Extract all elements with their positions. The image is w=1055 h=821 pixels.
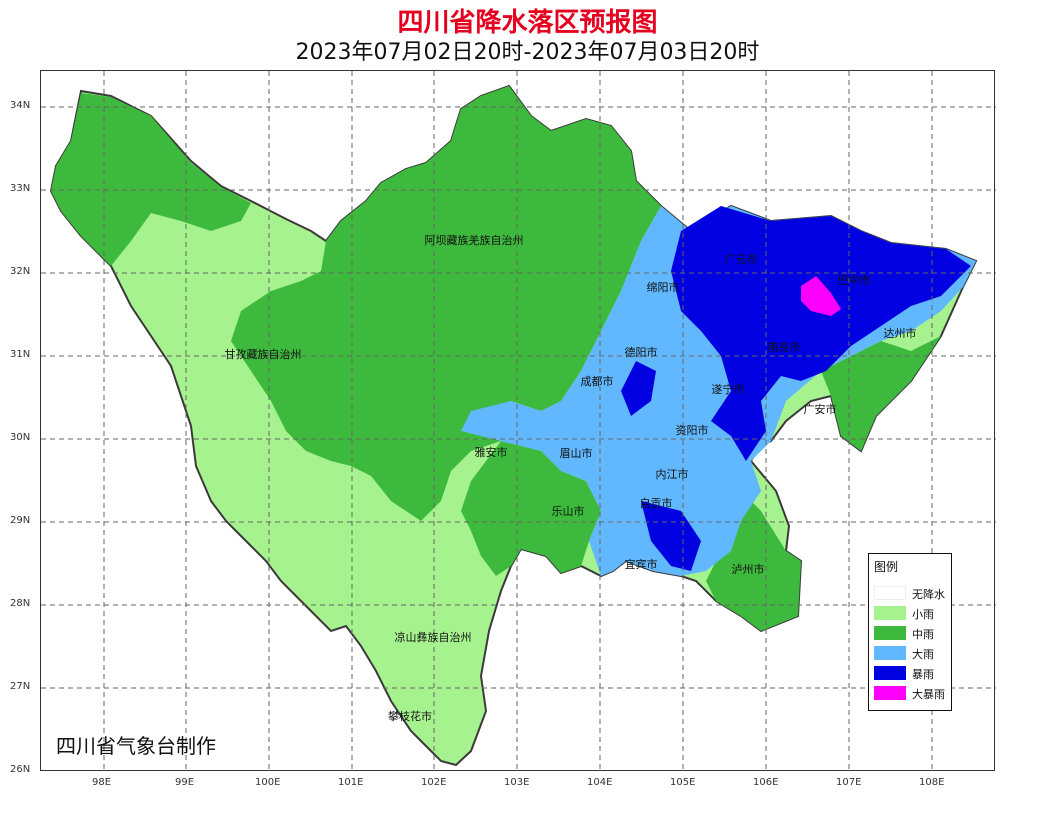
legend-label: 大暴雨 bbox=[912, 688, 945, 701]
region-label-mianyang: 绵阳市 bbox=[646, 281, 680, 294]
legend: 图例 无降水 小雨 中雨 大雨 暴雨 大暴雨 bbox=[868, 553, 952, 711]
lon-label: 103E bbox=[504, 777, 530, 788]
lon-label: 102E bbox=[421, 777, 447, 788]
lat-label: 27N bbox=[10, 681, 31, 692]
moderate-rain-northwest bbox=[51, 93, 251, 266]
legend-item: 大暴雨 bbox=[874, 684, 950, 701]
legend-swatch-rainstorm bbox=[874, 666, 906, 680]
moderate-rain-south bbox=[461, 441, 601, 576]
legend-swatch-severe-rainstorm bbox=[874, 686, 906, 700]
rainstorm-south-patch bbox=[641, 501, 701, 571]
lat-label: 26N bbox=[10, 764, 31, 775]
map-subtitle: 2023年07月02日20时-2023年07月03日20时 bbox=[295, 40, 760, 65]
legend-title: 图例 bbox=[874, 560, 899, 574]
moderate-rain-east bbox=[821, 336, 941, 451]
region-label-guangyuan: 广元市 bbox=[724, 253, 758, 266]
region-label-guangan: 广安市 bbox=[803, 403, 837, 416]
map-title: 四川省降水落区预报图 bbox=[397, 8, 658, 38]
graticule bbox=[41, 71, 996, 772]
legend-label: 暴雨 bbox=[912, 668, 934, 681]
region-label-zigong: 自贡市 bbox=[639, 497, 673, 510]
legend-swatch-light-rain bbox=[874, 606, 906, 620]
lon-label: 104E bbox=[587, 777, 613, 788]
lon-label: 105E bbox=[670, 777, 696, 788]
lon-label: 107E bbox=[836, 777, 862, 788]
region-label-chengdu: 成都市 bbox=[580, 375, 614, 388]
region-label-ganzi: 甘孜藏族自治州 bbox=[224, 348, 302, 361]
region-label-luzhou: 泸州市 bbox=[731, 563, 765, 576]
legend-item: 无降水 bbox=[874, 584, 950, 601]
lat-label: 30N bbox=[10, 432, 31, 443]
lat-label: 33N bbox=[10, 183, 31, 194]
legend-swatch-heavy-rain bbox=[874, 646, 906, 660]
region-label-liangshan: 凉山彝族自治州 bbox=[394, 631, 472, 644]
legend-label: 大雨 bbox=[912, 648, 934, 661]
lon-label: 98E bbox=[92, 777, 112, 788]
lat-label: 31N bbox=[10, 349, 31, 360]
lat-label: 28N bbox=[10, 598, 31, 609]
legend-item: 暴雨 bbox=[874, 664, 950, 681]
region-label-deyang: 德阳市 bbox=[624, 346, 658, 359]
legend-item: 中雨 bbox=[874, 624, 950, 641]
legend-swatch-moderate-rain bbox=[874, 626, 906, 640]
credit-text: 四川省气象台制作 bbox=[56, 734, 216, 758]
legend-item: 大雨 bbox=[874, 644, 950, 661]
region-label-yaan: 雅安市 bbox=[474, 446, 508, 459]
rainstorm-central-band bbox=[711, 391, 766, 461]
region-label-meishan: 眉山市 bbox=[559, 447, 593, 460]
region-label-aba: 阿坝藏族羌族自治州 bbox=[424, 234, 524, 247]
map-frame: 阿坝藏族羌族自治州 甘孜藏族自治州 凉山彝族自治州 攀枝花市 广元市 绵阳市 德… bbox=[40, 70, 996, 772]
precipitation-map bbox=[41, 71, 996, 772]
lon-label: 101E bbox=[338, 777, 364, 788]
legend-label: 小雨 bbox=[912, 608, 934, 621]
region-label-dazhou: 达州市 bbox=[883, 327, 917, 340]
region-label-suining: 遂宁市 bbox=[711, 383, 745, 396]
region-label-leshan: 乐山市 bbox=[551, 505, 585, 518]
region-label-bazhong: 巴中市 bbox=[837, 274, 871, 287]
severe-rainstorm-patch bbox=[801, 276, 841, 316]
legend-item: 小雨 bbox=[874, 604, 950, 621]
lon-label: 99E bbox=[175, 777, 195, 788]
region-label-yibin: 宜宾市 bbox=[624, 558, 658, 571]
region-label-neijiang: 内江市 bbox=[655, 468, 689, 481]
region-label-ziyang: 资阳市 bbox=[675, 424, 709, 437]
lon-label: 108E bbox=[919, 777, 945, 788]
lon-label: 106E bbox=[753, 777, 779, 788]
rainstorm-west-patch bbox=[621, 361, 656, 416]
lat-label: 34N bbox=[10, 100, 31, 111]
lat-label: 32N bbox=[10, 266, 31, 277]
lat-label: 29N bbox=[10, 515, 31, 526]
region-label-nanchong: 南充市 bbox=[767, 341, 801, 354]
lon-label: 100E bbox=[255, 777, 281, 788]
legend-label: 无降水 bbox=[912, 588, 945, 601]
legend-label: 中雨 bbox=[912, 628, 934, 641]
moderate-rain-central bbox=[231, 86, 661, 521]
region-label-panzhihua: 攀枝花市 bbox=[388, 710, 432, 723]
legend-swatch-none bbox=[874, 586, 906, 600]
